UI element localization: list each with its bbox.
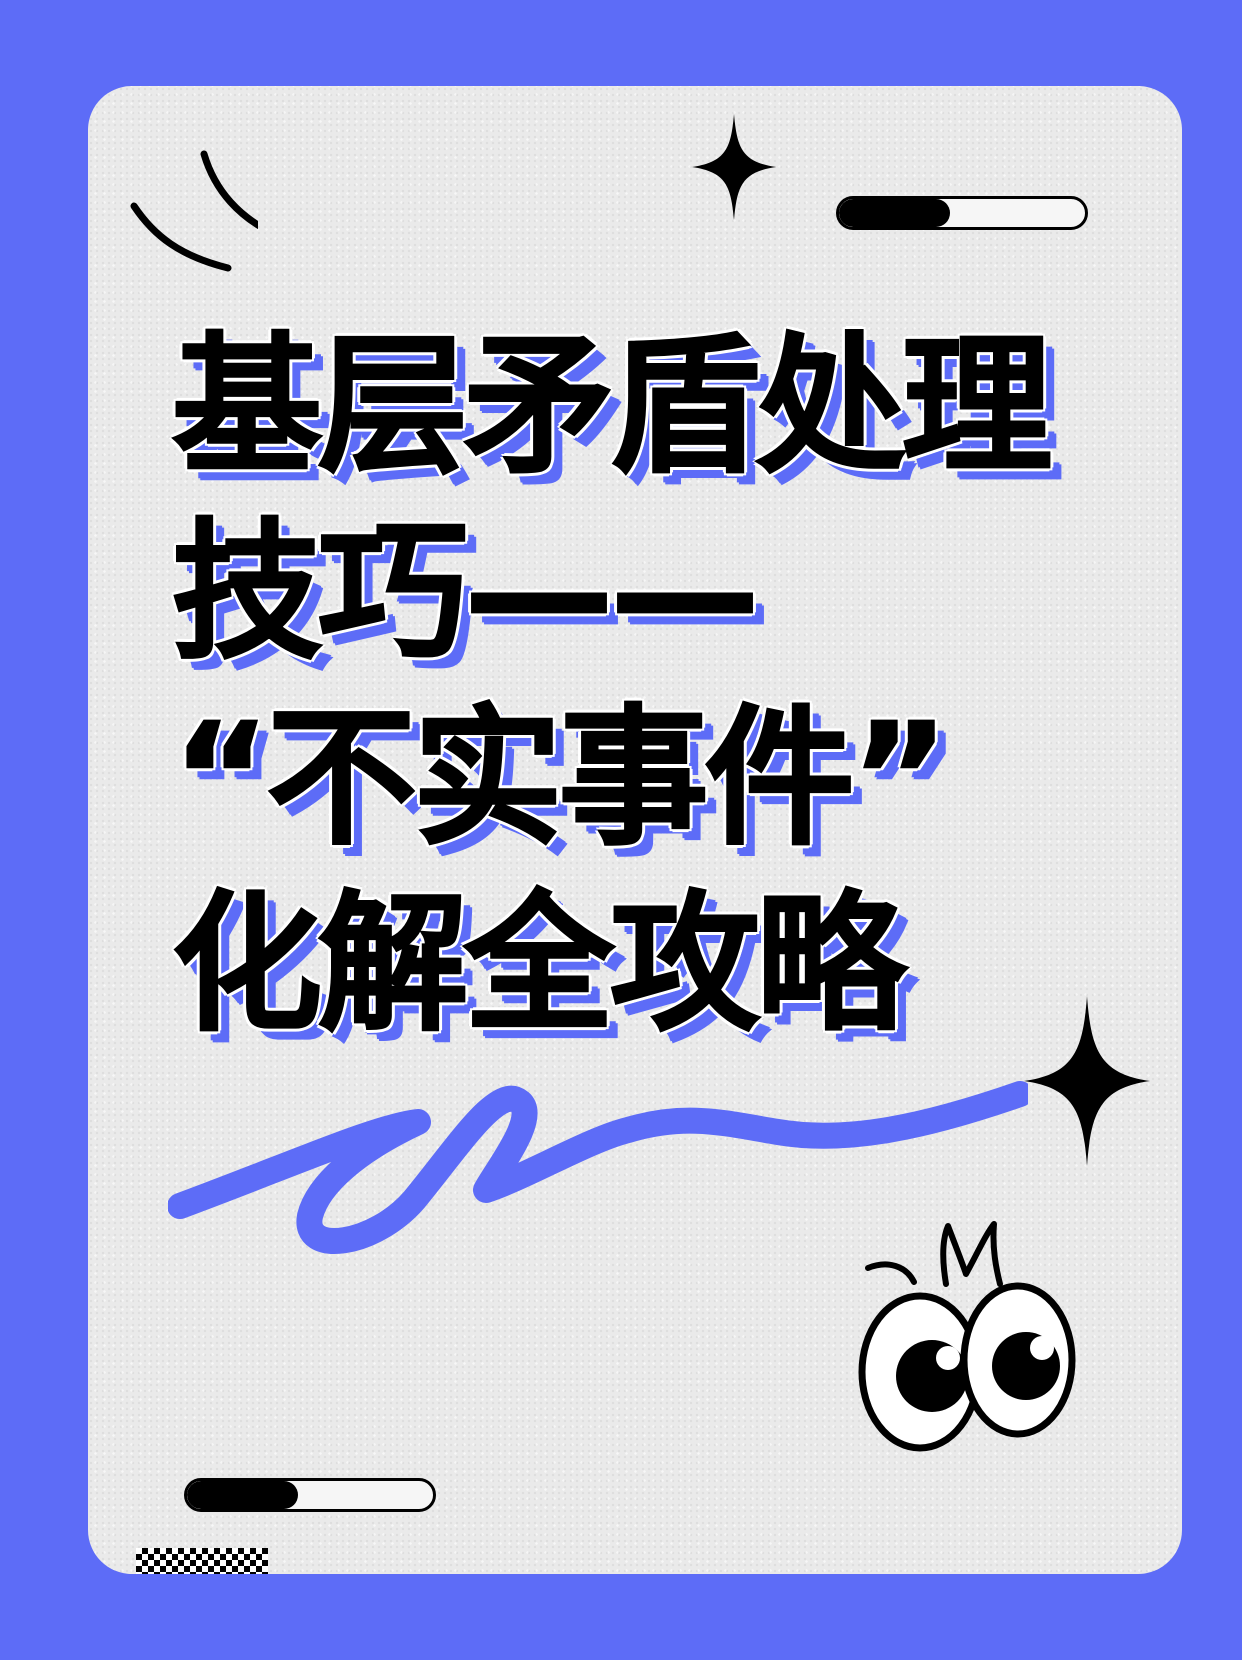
- squiggle-icon: [168, 1081, 1028, 1254]
- title-line-4: 化解全攻略: [171, 877, 907, 1053]
- bottom-progress-fill: [187, 1481, 298, 1509]
- top-progress-fill: [839, 199, 950, 227]
- checker-strip: [136, 1548, 268, 1574]
- title-line-2: 技巧——: [171, 505, 761, 681]
- motion-lines-icon: [130, 150, 258, 272]
- page-title: 基层矛盾处理 技巧—— “不实事件” 化解全攻略: [171, 314, 1172, 1058]
- top-progress-bar: [836, 196, 1088, 230]
- bottom-progress-bar: [184, 1478, 436, 1512]
- title-line-1: 基层矛盾处理: [171, 319, 1053, 495]
- title-line-3: “不实事件”: [171, 691, 950, 867]
- poster-card: 基层矛盾处理 技巧—— “不实事件” 化解全攻略: [88, 86, 1182, 1574]
- sparkle-icon: [692, 114, 776, 220]
- sparkle-icon: [1024, 996, 1150, 1166]
- eyes-icon: [858, 1221, 1076, 1452]
